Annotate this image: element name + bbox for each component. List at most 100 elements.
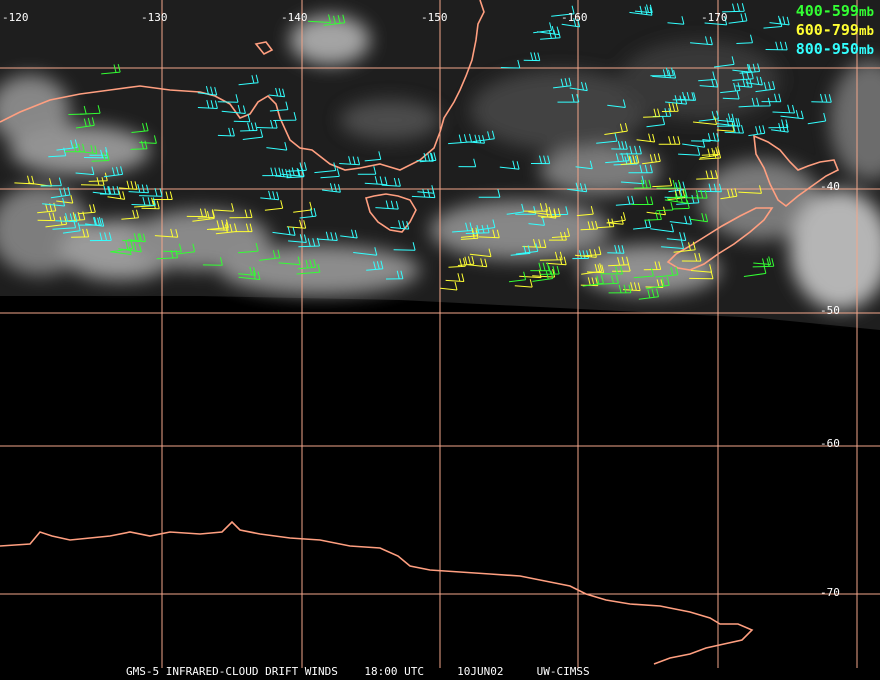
wind-barb [664,193,688,204]
wind-barb [445,273,465,282]
wind-barb [551,228,570,238]
wind-barb [131,196,156,206]
wind-barb [281,167,305,177]
wind-barb [692,116,718,125]
wind-barb [266,141,288,151]
wind-barb [557,93,580,103]
wind-barb [186,208,208,218]
new-zealand-south-coast [666,207,774,271]
wind-barb [666,187,687,199]
wind-barb [620,154,640,166]
wind-barb [631,196,654,205]
wind-barb [457,255,475,266]
wind-barb [316,231,338,241]
wind-barb [286,219,307,229]
wind-barb [256,119,278,129]
wind-barb [323,14,346,26]
wind-barb [701,146,721,156]
wind-barb [606,212,626,224]
wind-barb [175,243,196,255]
wind-barb [716,117,741,127]
wind-barb [299,207,317,219]
wind-barb [739,63,761,74]
wind-barb [576,205,594,217]
wind-barb [48,147,67,158]
pressure-legend: 400-599mb 600-799mb 800-950mb [796,2,874,59]
wind-barb [728,12,748,24]
wind-barb [476,219,496,231]
wind-barb [738,185,762,194]
wind-barb [523,203,549,212]
wind-barb [92,185,111,195]
wind-barb [629,5,653,16]
wind-barb [672,200,690,210]
wind-barb [118,180,138,190]
wind-barb [636,133,656,143]
wind-barb [600,265,623,275]
wind-barb [221,104,246,114]
wind-barb [656,179,681,189]
wind-barb [411,188,436,199]
wind-barb [131,122,149,133]
wind-barb [702,132,720,142]
wind-barb [416,152,434,162]
wind-barb [237,242,259,254]
wind-barb [633,179,652,189]
wind-barb [652,69,677,79]
antarctica-coast [0,520,754,665]
wind-barb [40,177,62,187]
caption-time: 18:00 UTC [364,665,425,678]
wind-barb [440,281,458,291]
wind-barb [628,164,653,174]
wind-barb [264,200,284,211]
wind-barb [366,260,384,271]
wind-barb [156,249,179,260]
wind-barb [272,226,296,236]
wind-barb [604,122,628,135]
wind-barbs [14,3,832,300]
wind-barb [499,160,520,170]
wind-barb [620,175,645,185]
wind-barb [260,190,280,201]
wind-barb [615,195,635,206]
wind-barb [575,160,593,170]
wind-barb [14,175,35,185]
wind-barb [714,56,735,68]
wind-barb [608,256,630,267]
wind-barb [607,244,625,254]
wind-barb [448,133,472,145]
wind-barb [467,134,485,144]
wind-barb [192,210,215,222]
wind-barb [215,223,237,235]
wind-barb [91,152,110,162]
wind-barb [75,117,95,129]
wind-barb [689,270,714,280]
wind-barb [79,216,102,226]
legend-item-400-599: 400-599mb [795,2,874,20]
wind-barb [242,128,264,140]
wind-barb [551,5,575,17]
wind-barb [107,190,126,200]
wind-barb [698,71,716,82]
caption-source: UW-CIMSS [536,665,590,678]
wind-barb [68,105,87,115]
wind-barb [390,220,410,230]
wind-barb [532,268,556,278]
lat-label-50s: -50 [820,304,840,317]
wind-barb [37,202,57,214]
wind-barb [307,14,331,23]
wind-barb [64,143,85,153]
wind-barb [297,259,317,270]
wind-barb [217,127,235,137]
wind-barb [569,81,588,92]
wind-barb [52,219,77,230]
wind-barb [468,258,488,268]
wind-barb [678,147,701,156]
wind-barb [567,182,588,193]
wind-barb [752,258,775,268]
wind-barb [661,240,684,249]
wind-barb [197,85,218,96]
wind-barb [533,22,553,34]
